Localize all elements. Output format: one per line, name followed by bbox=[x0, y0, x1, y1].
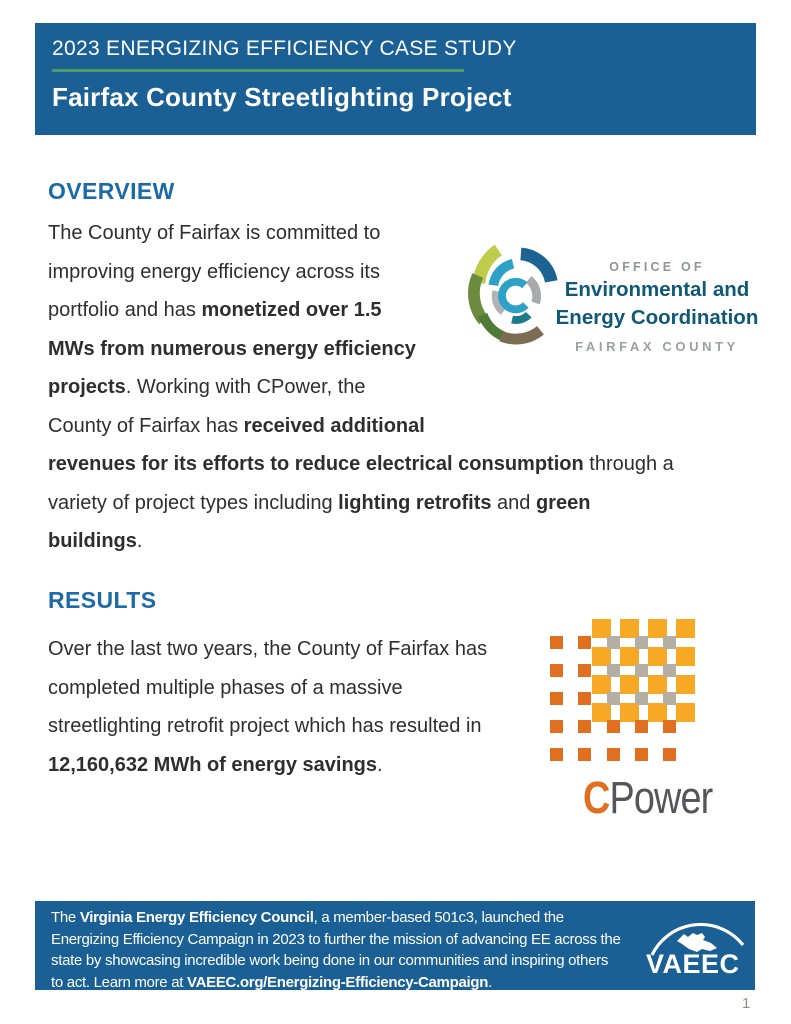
overview-paragraph: The County of Fairfax is committed to im… bbox=[48, 222, 674, 552]
oeec-logo: OFFICE OF Environmental and Energy Coord… bbox=[466, 236, 768, 368]
vaeec-logo-text: VAEEC bbox=[646, 949, 740, 979]
results-paragraph: Over the last two years, the County of F… bbox=[48, 638, 488, 776]
footer-paragraph: The Virginia Energy Efficiency Council, … bbox=[51, 909, 621, 991]
cpower-wordmark-power: Power bbox=[609, 772, 713, 823]
header-eyebrow: 2023 ENERGIZING EFFICIENCY CASE STUDY bbox=[52, 37, 517, 60]
oeec-county-label: FAIRFAX COUNTY bbox=[575, 339, 739, 354]
footer-band: The Virginia Energy Efficiency Council, … bbox=[35, 901, 755, 991]
vaeec-logo-icon: VAEEC bbox=[646, 922, 745, 979]
page-number: 1 bbox=[742, 995, 751, 1012]
header-band: 2023 ENERGIZING EFFICIENCY CASE STUDY Fa… bbox=[35, 23, 756, 135]
oeec-office-of-label: OFFICE OF bbox=[609, 260, 705, 274]
header-rule bbox=[52, 69, 464, 72]
page-title: Fairfax County Streetlighting Project bbox=[52, 82, 512, 112]
oeec-name-line2: Energy Coordination bbox=[555, 306, 759, 329]
oeec-swirl-icon bbox=[468, 244, 558, 345]
overview-heading: OVERVIEW bbox=[48, 178, 175, 204]
cpower-mosaic-icon bbox=[550, 619, 695, 761]
results-heading: RESULTS bbox=[48, 587, 157, 613]
cpower-wordmark-c: C bbox=[583, 772, 610, 823]
cpower-logo: CPower bbox=[549, 619, 739, 824]
cpower-wordmark: CPower bbox=[583, 772, 714, 824]
oeec-name-line1: Environmental and bbox=[564, 278, 750, 301]
oeec-logo-text: OFFICE OF Environmental and Energy Coord… bbox=[544, 260, 770, 354]
